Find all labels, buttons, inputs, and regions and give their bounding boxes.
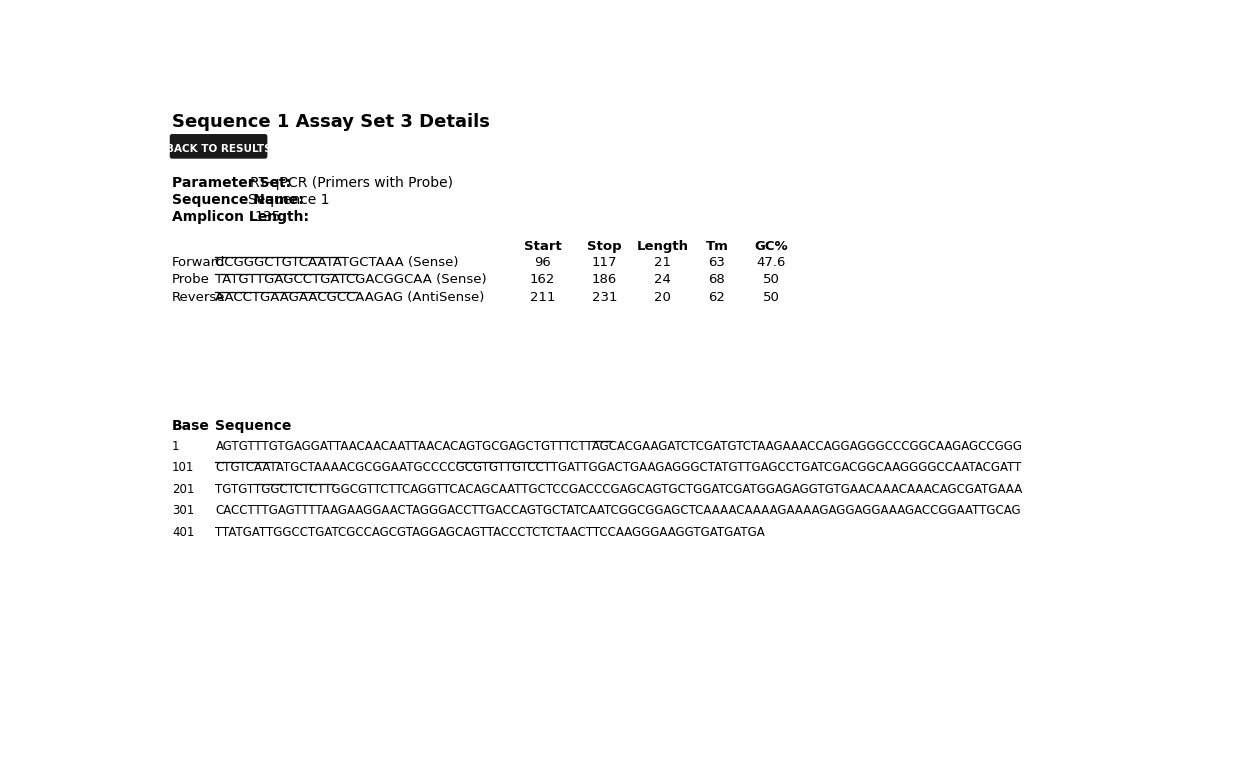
Text: Start: Start: [523, 240, 562, 253]
Text: Sequence 1 Assay Set 3 Details: Sequence 1 Assay Set 3 Details: [172, 113, 490, 131]
Text: 201: 201: [172, 483, 195, 496]
Text: Stop: Stop: [588, 240, 621, 253]
Text: 117: 117: [591, 256, 618, 269]
Text: Amplicon Length:: Amplicon Length:: [172, 210, 309, 225]
Text: 162: 162: [529, 274, 556, 286]
Text: 135: 135: [254, 210, 280, 225]
Text: TTATGATTGGCCTGATCGCCAGCGTAGGAGCAGTTACCCTCTCTAACTTCCAAGGGAAGGTGATGATGA: TTATGATTGGCCTGATCGCCAGCGTAGGAGCAGTTACCCT…: [216, 526, 765, 539]
Text: Base: Base: [172, 419, 210, 433]
Text: GC%: GC%: [754, 240, 787, 253]
Text: 50: 50: [763, 291, 780, 304]
Text: 21: 21: [655, 256, 671, 269]
Text: 101: 101: [172, 461, 195, 474]
Text: CCGGGCTGTCAATATGCTAAA (Sense): CCGGGCTGTCAATATGCTAAA (Sense): [216, 256, 459, 269]
Text: Tm: Tm: [706, 240, 728, 253]
Text: 231: 231: [591, 291, 618, 304]
Text: Parameter Set:: Parameter Set:: [172, 176, 291, 190]
Text: 186: 186: [591, 274, 618, 286]
Text: 401: 401: [172, 526, 195, 539]
Text: AGTGTTTGTGAGGATTAACAACAATTAACACAGTGCGAGCTGTTTCTTAGCACGAAGATCTCGATGTCTAAGAAACCAGG: AGTGTTTGTGAGGATTAACAACAATTAACACAGTGCGAGC…: [216, 440, 1023, 453]
Text: Length: Length: [636, 240, 688, 253]
Text: 24: 24: [655, 274, 671, 286]
Text: AACCTGAAGAACGCCAAGAG (AntiSense): AACCTGAAGAACGCCAAGAG (AntiSense): [216, 291, 485, 304]
Text: 20: 20: [655, 291, 671, 304]
Text: RT-qPCR (Primers with Probe): RT-qPCR (Primers with Probe): [249, 176, 453, 190]
Text: 211: 211: [529, 291, 556, 304]
Text: 96: 96: [534, 256, 551, 269]
Text: BACK TO RESULTS: BACK TO RESULTS: [166, 144, 272, 154]
Text: 301: 301: [172, 504, 195, 517]
Text: 47.6: 47.6: [756, 256, 786, 269]
Text: 63: 63: [708, 256, 725, 269]
Text: CACCTTTGAGTTTTAAGAAGGAACTAGGGACCTTGACCAGTGCTATCAATCGGCGGAGCTCAAAACAAAAGAAAAGAGGA: CACCTTTGAGTTTTAAGAAGGAACTAGGGACCTTGACCAG…: [216, 504, 1021, 517]
Text: CTGTCAATATGCTAAAACGCGGAATGCCCCGCGTGTTGTCCTTGATTGGACTGAAGAGGGCTATGTTGAGCCTGATCGAC: CTGTCAATATGCTAAAACGCGGAATGCCCCGCGTGTTGTC…: [216, 461, 1022, 474]
Text: 68: 68: [708, 274, 725, 286]
Text: Probe: Probe: [172, 274, 210, 286]
Text: TATGTTGAGCCTGATCGACGGCAA (Sense): TATGTTGAGCCTGATCGACGGCAA (Sense): [216, 274, 487, 286]
Text: Sequence Name:: Sequence Name:: [172, 193, 304, 207]
Text: Reverse: Reverse: [172, 291, 226, 304]
Text: Sequence 1: Sequence 1: [248, 193, 330, 207]
Text: Forward: Forward: [172, 256, 226, 269]
Text: 50: 50: [763, 274, 780, 286]
Text: 1: 1: [172, 440, 180, 453]
Text: TGTGTTGGCTCTCTTGGCGTTCTTCAGGTTCACAGCAATTGCTCCGACCCGAGCAGTGCTGGATCGATGGAGAGGTGTGA: TGTGTTGGCTCTCTTGGCGTTCTTCAGGTTCACAGCAATT…: [216, 483, 1023, 496]
Text: Sequence: Sequence: [216, 419, 291, 433]
FancyBboxPatch shape: [170, 134, 268, 159]
Text: 62: 62: [708, 291, 725, 304]
